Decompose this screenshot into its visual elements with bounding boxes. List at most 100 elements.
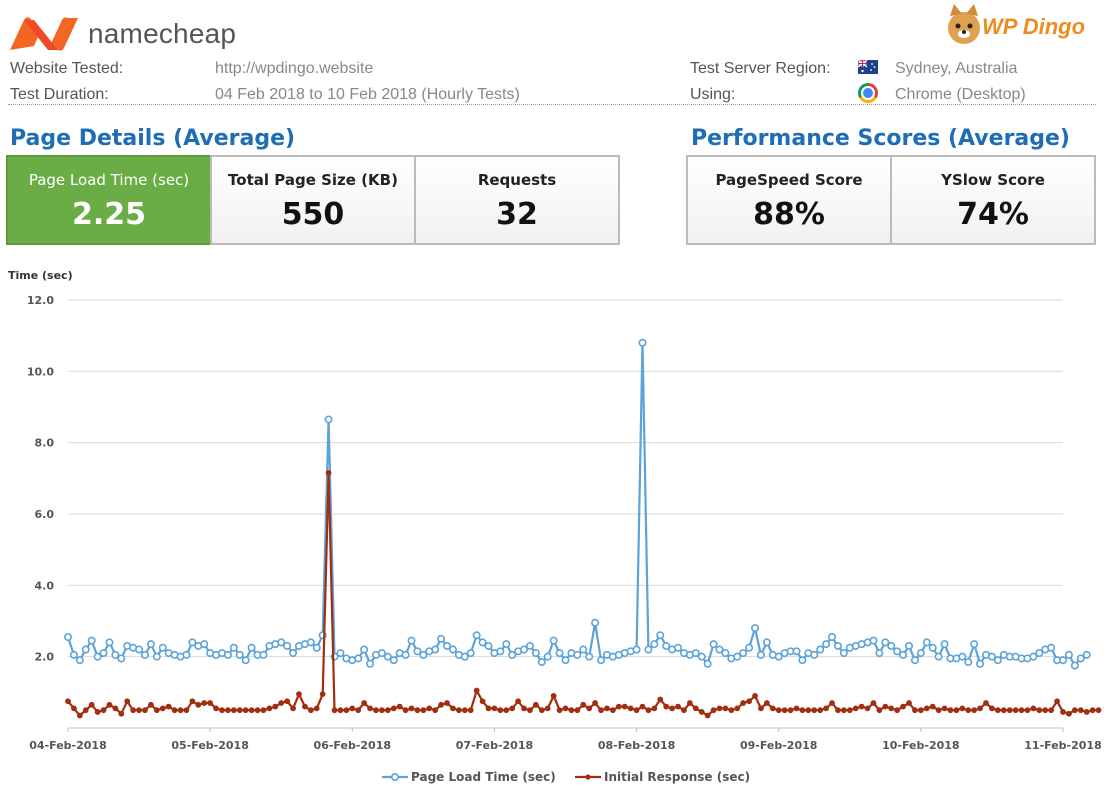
data-point [958, 652, 967, 661]
data-point [953, 707, 960, 714]
data-point [1018, 707, 1025, 714]
data-point [76, 712, 83, 719]
data-point [1054, 698, 1060, 705]
data-point [674, 643, 683, 652]
region-value: Sydney, Australia [895, 60, 1018, 77]
data-point [888, 705, 895, 712]
data-point [597, 656, 606, 665]
x-tick-label: 08-Feb-2018 [598, 739, 675, 752]
data-point [792, 647, 801, 656]
data-point [875, 649, 884, 658]
website-label: Website Tested: [10, 60, 124, 77]
data-point [675, 703, 681, 710]
data-point [568, 707, 575, 714]
performance-chart: Time (sec) 12.0 10.0 8.0 6.0 4.0 2.0 04-Feb-201… [8, 269, 1102, 784]
data-point [537, 658, 546, 667]
data-point [450, 705, 456, 712]
data-point [1012, 707, 1019, 714]
data-point [467, 707, 474, 714]
data-point [916, 649, 925, 658]
data-point [117, 654, 126, 663]
data-point [633, 707, 640, 714]
data-point [869, 636, 878, 645]
data-point [1060, 709, 1066, 715]
data-point [448, 645, 457, 654]
y-tick-label: 4.0 [35, 579, 55, 592]
data-point [306, 638, 315, 647]
data-point [159, 705, 166, 712]
data-point [580, 701, 587, 708]
data-point [934, 652, 943, 661]
data-point [325, 470, 332, 476]
data-point [278, 700, 285, 706]
data-point [562, 705, 569, 712]
data-point [389, 656, 398, 665]
data-point [331, 707, 338, 714]
data-point [579, 645, 588, 654]
data-point [573, 650, 582, 659]
data-point [367, 705, 373, 712]
data-point [715, 645, 724, 654]
data-point [431, 645, 440, 654]
data-point [373, 707, 379, 714]
data-point [538, 707, 545, 714]
data-point [355, 707, 362, 714]
data-point [485, 705, 492, 712]
data-point [87, 636, 96, 645]
data-point [324, 415, 333, 424]
duration-label: Test Duration: [10, 86, 109, 103]
card-value: 32 [496, 197, 538, 232]
x-tick-label: 11-Feb-2018 [1024, 739, 1101, 752]
data-point [774, 652, 783, 661]
data-point [544, 705, 551, 712]
data-point [970, 640, 979, 649]
data-point [864, 705, 871, 712]
data-point [402, 707, 409, 714]
x-tick-label: 05-Feb-2018 [171, 739, 248, 752]
data-point [959, 705, 966, 712]
data-point [835, 707, 841, 714]
data-point [881, 638, 890, 647]
data-point [337, 707, 344, 714]
data-point [165, 703, 172, 710]
card-label: Total Page Size (KB) [228, 171, 398, 189]
data-point [893, 647, 902, 656]
data-point [941, 705, 948, 712]
data-point [906, 700, 912, 706]
data-point [460, 652, 469, 661]
data-point [272, 703, 279, 710]
data-point [639, 703, 646, 710]
data-point [585, 652, 594, 661]
data-point [987, 652, 996, 661]
data-point [793, 705, 800, 712]
data-point [858, 703, 865, 710]
data-point [650, 640, 659, 649]
x-tick-label: 09-Feb-2018 [740, 739, 817, 752]
legend-label: Initial Response (sec) [604, 770, 750, 784]
data-point [669, 705, 676, 712]
data-point [432, 707, 439, 714]
data-point [437, 634, 446, 643]
data-point [894, 707, 901, 714]
data-point [698, 709, 705, 715]
data-point [1029, 652, 1038, 661]
card-value: 550 [281, 197, 345, 232]
performance-title: Performance Scores (Average) [691, 126, 1070, 151]
wpdingo-logo [948, 4, 980, 44]
data-point [158, 643, 167, 652]
data-point [461, 707, 468, 714]
y-tick-label: 8.0 [35, 437, 55, 450]
data-point [438, 701, 445, 708]
data-point [704, 712, 711, 719]
data-point [319, 691, 326, 698]
data-point [1076, 654, 1085, 663]
data-point [503, 707, 510, 714]
data-point [207, 700, 214, 706]
card-value: 74% [957, 197, 1029, 232]
data-point [148, 701, 154, 708]
data-point [592, 700, 599, 706]
data-point [100, 707, 107, 714]
data-point [124, 698, 131, 705]
page-load-time-card: Page Load Time (sec) 2.25 [6, 155, 212, 245]
namecheap-logo [10, 17, 78, 51]
